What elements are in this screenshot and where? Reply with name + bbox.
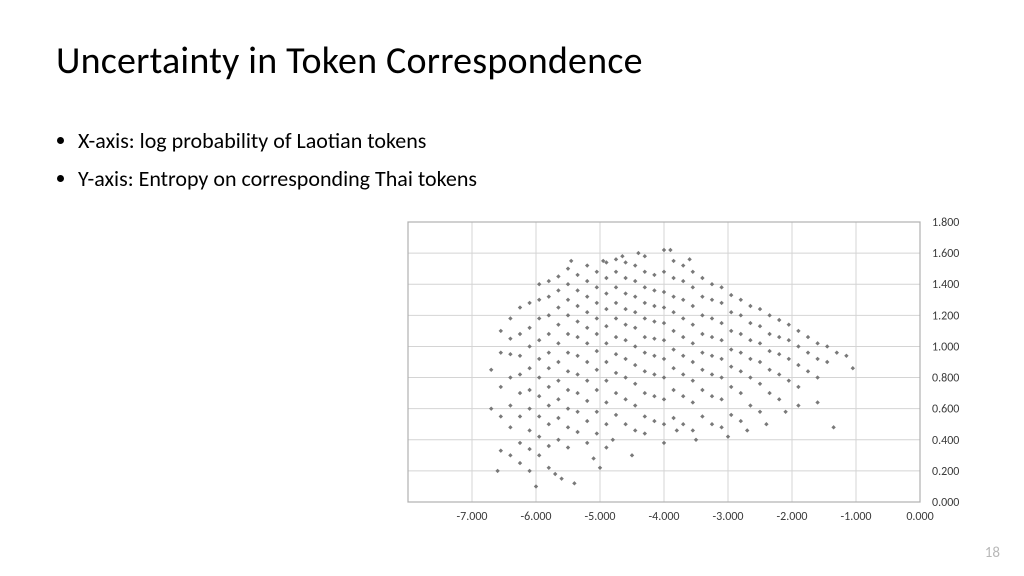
svg-text:0.400: 0.400 <box>932 434 959 448</box>
svg-text:-2.000: -2.000 <box>776 510 807 524</box>
bullet-item: X-axis: log probability of Laotian token… <box>78 124 477 158</box>
svg-text:0.200: 0.200 <box>932 465 959 479</box>
svg-text:0.800: 0.800 <box>932 372 959 386</box>
svg-text:1.000: 1.000 <box>932 340 959 354</box>
bullet-item: Y-axis: Entropy on corresponding Thai to… <box>78 162 477 196</box>
svg-text:-7.000: -7.000 <box>456 510 487 524</box>
svg-text:1.400: 1.400 <box>932 278 959 292</box>
svg-text:-1.000: -1.000 <box>840 510 871 524</box>
svg-text:-5.000: -5.000 <box>584 510 615 524</box>
svg-text:1.800: 1.800 <box>932 216 959 230</box>
slide-title: Uncertainty in Token Correspondence <box>56 38 643 84</box>
svg-text:1.200: 1.200 <box>932 309 959 323</box>
svg-text:0.600: 0.600 <box>932 403 959 417</box>
svg-text:-4.000: -4.000 <box>648 510 679 524</box>
svg-text:0.000: 0.000 <box>906 510 933 524</box>
svg-text:-6.000: -6.000 <box>520 510 551 524</box>
svg-text:-3.000: -3.000 <box>712 510 743 524</box>
scatter-chart: -7.000 -6.000 -5.000 -4.000 -3.000 -2.000 -1.0… <box>396 216 986 532</box>
page-number: 18 <box>985 544 1000 562</box>
bullet-list: X-axis: log probability of Laotian token… <box>56 124 477 200</box>
svg-text:1.600: 1.600 <box>932 247 959 261</box>
svg-text:0.000: 0.000 <box>932 496 959 510</box>
